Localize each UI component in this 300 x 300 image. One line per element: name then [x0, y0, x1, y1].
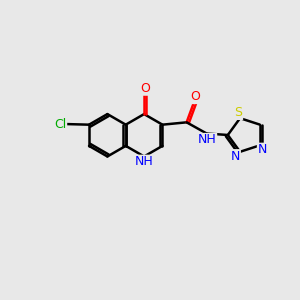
- Text: N: N: [257, 143, 267, 156]
- Text: S: S: [235, 106, 243, 119]
- Text: NH: NH: [198, 134, 217, 146]
- Text: O: O: [140, 82, 150, 95]
- Text: Cl: Cl: [54, 118, 67, 130]
- Text: O: O: [190, 91, 200, 103]
- Text: NH: NH: [135, 155, 154, 168]
- Text: N: N: [231, 150, 240, 163]
